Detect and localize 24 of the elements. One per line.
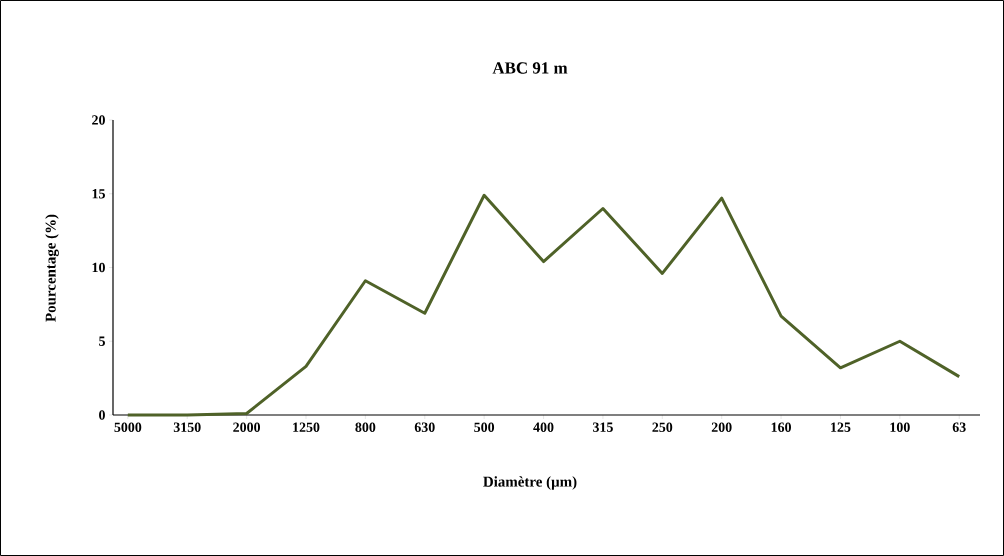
x-tick-label: 125 [831, 422, 851, 432]
x-tick-label: 160 [771, 422, 791, 432]
y-tick-label: 5 [99, 336, 105, 346]
x-tick-label: 2000 [233, 422, 261, 432]
x-tick-label: 500 [474, 422, 495, 432]
x-tick-label: 5000 [114, 422, 142, 432]
x-tick-label: 800 [355, 422, 376, 432]
y-tick-label: 0 [99, 410, 105, 420]
x-tick-label: 3150 [173, 422, 201, 432]
x-tick-label: 250 [652, 422, 673, 432]
x-tick-label: 63 [952, 422, 966, 432]
x-tick-label: 1250 [293, 422, 320, 432]
line-series [126, 193, 961, 417]
x-tick-label: 100 [890, 422, 910, 432]
x-tick-label: 400 [533, 422, 554, 432]
x-tick-label: 630 [414, 422, 435, 432]
y-tick-label: 10 [92, 262, 105, 273]
x-tick-label: 315 [592, 422, 613, 432]
y-tick-label: 20 [92, 115, 105, 125]
chart-title: ABC 91 m [492, 62, 568, 74]
y-tick-label: 15 [92, 189, 105, 199]
y-axis-title: Pourcentage (%) [45, 214, 59, 322]
x-tick-label: 200 [711, 422, 732, 432]
x-axis-title: Diamètre (µm) [483, 476, 577, 490]
